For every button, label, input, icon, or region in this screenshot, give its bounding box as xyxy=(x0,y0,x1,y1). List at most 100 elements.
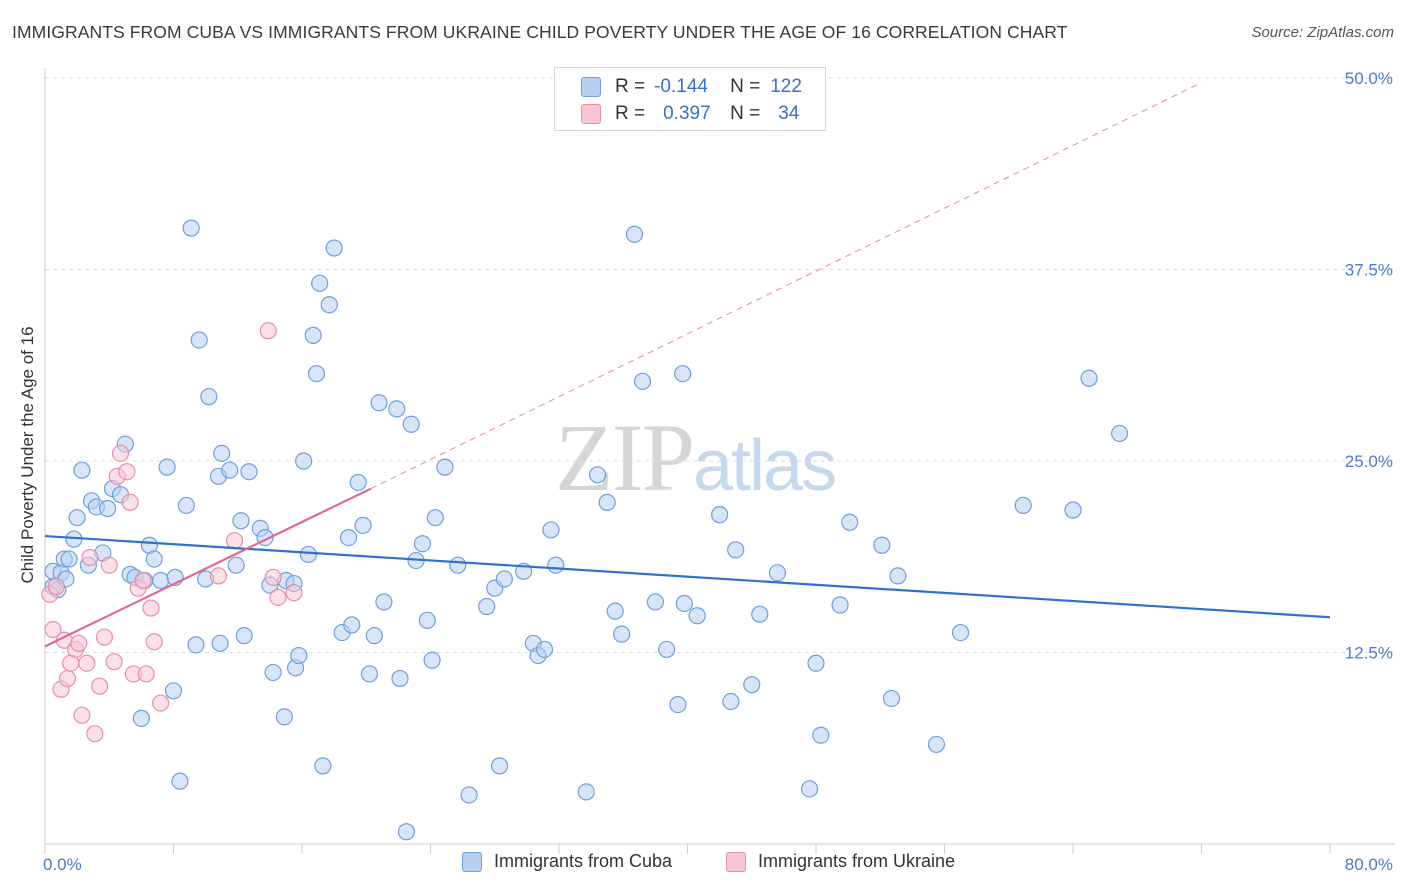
cuba-point xyxy=(675,594,693,613)
cuba-point xyxy=(325,239,343,257)
cuba-point xyxy=(320,296,338,314)
ukraine-point xyxy=(285,584,303,602)
watermark-zip: ZIP xyxy=(555,404,695,511)
cuba-point xyxy=(535,640,554,659)
cuba-point xyxy=(182,219,200,237)
y-axis-label: Child Poverty Under the Age of 16 xyxy=(18,326,37,584)
ukraine-point xyxy=(81,548,99,567)
cuba-point xyxy=(1014,496,1032,515)
cuba-point xyxy=(68,509,86,527)
cuba-point xyxy=(1064,501,1082,519)
cuba-point xyxy=(339,528,358,547)
ukraine-point xyxy=(121,493,139,511)
cuba-point xyxy=(547,556,565,574)
cuba-point xyxy=(1080,369,1098,387)
cuba-point xyxy=(882,689,901,708)
ukraine-point xyxy=(73,706,91,724)
ukraine-point xyxy=(209,567,228,585)
ukraine-point xyxy=(225,532,244,550)
cuba-point xyxy=(164,682,183,700)
cuba-point xyxy=(598,493,616,511)
cuba-point xyxy=(669,695,687,714)
watermark-atlas: atlas xyxy=(693,426,837,506)
legend-n-value-ukraine: 34 xyxy=(778,103,800,124)
cuba-point xyxy=(343,616,361,634)
cuba-point xyxy=(688,607,706,625)
cuba-point xyxy=(812,726,830,744)
cuba-point xyxy=(240,463,258,481)
legend-n-value-cuba: 122 xyxy=(770,76,802,97)
cuba-point xyxy=(831,596,849,614)
bottom-legend-cuba: Immigrants from Cuba xyxy=(462,851,672,872)
cuba-point xyxy=(927,735,946,754)
cuba-point xyxy=(460,786,478,804)
cuba-point xyxy=(349,473,367,492)
cuba-point xyxy=(73,461,91,479)
ukraine-point xyxy=(142,599,160,617)
bottom-legend-swatch-cuba xyxy=(462,851,482,872)
cuba-point xyxy=(577,783,595,801)
correlation-legend: R = -0.144 N = 122 R = 0.397 N = 34 xyxy=(554,67,826,131)
ukraine-point xyxy=(86,725,104,743)
legend-n-label: N = xyxy=(730,76,761,97)
ukraine-point xyxy=(152,694,170,712)
source-label: Source: ZipAtlas.com xyxy=(1251,24,1394,41)
cuba-point xyxy=(800,780,819,798)
cuba-point xyxy=(221,461,239,479)
cuba-point xyxy=(807,654,825,672)
cuba-point xyxy=(158,458,176,476)
cuba-point xyxy=(145,550,163,568)
ukraine-point xyxy=(44,620,62,639)
cuba-point xyxy=(727,541,745,559)
cuba-point xyxy=(190,331,208,349)
cuba-point xyxy=(397,823,416,841)
ukraine-point xyxy=(105,653,123,671)
y-tick-label: 12.5% xyxy=(1345,644,1393,663)
ukraine-point xyxy=(47,578,65,596)
cuba-point xyxy=(478,597,496,616)
cuba-point xyxy=(722,692,740,711)
ukraine-point xyxy=(70,634,88,652)
cuba-point xyxy=(132,709,150,727)
legend-row-cuba: R = -0.144 N = 122 xyxy=(555,73,802,101)
legend-swatch-cuba xyxy=(581,77,601,97)
legend-r-label: R = xyxy=(615,103,646,124)
chart-title: IMMIGRANTS FROM CUBA VS IMMIGRANTS FROM … xyxy=(12,22,1068,42)
cuba-point xyxy=(743,676,761,694)
cuba-point xyxy=(646,593,664,611)
cuba-point xyxy=(613,625,631,643)
cuba-point xyxy=(60,550,78,568)
cuba-point xyxy=(232,512,250,530)
ukraine-point xyxy=(259,322,277,340)
cuba-point xyxy=(375,593,393,611)
cuba-point xyxy=(314,757,332,775)
cuba-point xyxy=(304,326,322,344)
cuba-point xyxy=(658,640,676,659)
ukraine-point xyxy=(58,669,77,688)
bottom-legend-label-ukraine: Immigrants from Ukraine xyxy=(758,851,956,871)
y-tick-label: 37.5% xyxy=(1345,261,1393,280)
cuba-point xyxy=(307,365,326,383)
cuba-point xyxy=(423,651,441,669)
cuba-point xyxy=(295,452,313,470)
bottom-legend-label-cuba: Immigrants from Cuba xyxy=(494,851,673,871)
ukraine-point xyxy=(95,628,114,646)
cuba-point xyxy=(418,611,436,629)
ukraine-point xyxy=(269,588,287,606)
cuba-point xyxy=(449,556,467,574)
cuba-point xyxy=(264,663,282,682)
cuba-trend-line xyxy=(44,534,1331,619)
cuba-point xyxy=(360,665,379,683)
cuba-point xyxy=(227,556,245,574)
cuba-point xyxy=(951,623,970,642)
cuba-point xyxy=(402,415,420,433)
legend-r-value-ukraine: 0.397 xyxy=(663,103,711,124)
cuba-point xyxy=(768,564,787,582)
cuba-point xyxy=(606,602,624,620)
cuba-point xyxy=(299,545,318,564)
cuba-point xyxy=(99,499,117,518)
legend-r-label: R = xyxy=(615,76,646,97)
ukraine-point xyxy=(91,677,109,695)
ukraine-point xyxy=(137,665,155,683)
